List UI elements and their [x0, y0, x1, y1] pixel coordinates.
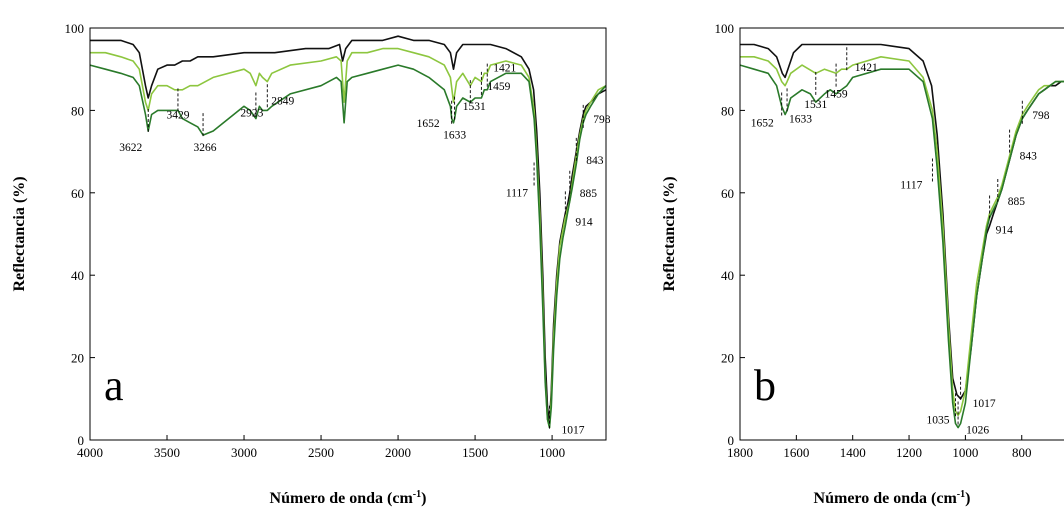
panel-b-annotation-label: 1633 — [789, 113, 812, 125]
panel-a-x-tick-label: 1000 — [539, 445, 565, 460]
panel-a-x-tick-label: 3500 — [154, 445, 180, 460]
panel-a-annotation-label: 1633 — [443, 130, 466, 142]
panel-b-annotation-label: 1117 — [900, 179, 922, 191]
panel-a-letter: a — [104, 361, 124, 410]
panel-a-annotation-label: 2849 — [271, 95, 294, 107]
panel-b-y-axis-title: Reflectancia (%) — [661, 176, 678, 291]
panel-b-annotation-label: 1531 — [804, 99, 827, 111]
panel-a-annotation-label: 3429 — [166, 109, 189, 121]
panel-a-series-line-1 — [90, 35, 607, 425]
panel-a-annotation-label: 1017 — [561, 425, 584, 437]
panel-a-series-line-2 — [90, 47, 607, 429]
panel-a-annotation-label: 1459 — [487, 81, 510, 93]
panel-a-y-tick-label: 0 — [78, 433, 85, 448]
panel-a-plot-frame — [89, 27, 607, 441]
panel-b-x-tick-label: 1800 — [727, 445, 753, 460]
panel-b-annotation-label: 1652 — [751, 118, 774, 130]
panel-a-x-axis-title-sup: -1 — [413, 489, 421, 500]
panel-b-x-axis-title-main: Número de onda (cm — [814, 490, 958, 507]
panel-b-annotation-label: 914 — [996, 225, 1014, 237]
panel-a-x-axis-title-end: ) — [421, 490, 426, 507]
panel-a-y-tick-label: 80 — [71, 103, 84, 118]
panel-b-annotation-label: 1459 — [825, 89, 848, 101]
panel-a-series-group — [89, 35, 607, 429]
panel-b-x-tick-label: 1400 — [840, 445, 866, 460]
panel-a-annotation-label: 2923 — [240, 108, 263, 120]
panel-a-x-axis-title: Número de onda (cm-1) — [270, 489, 427, 507]
panel-b-annotation-label: 1035 — [927, 414, 950, 426]
panel-b-series-line-2 — [740, 56, 1064, 417]
panel-b-x-axis-title-end: ) — [965, 490, 970, 507]
panel-a-y-axis-title: Reflectancia (%) — [11, 176, 28, 291]
panel-b-y-tick-label: 0 — [728, 433, 735, 448]
panel-b-y-tick-label: 60 — [721, 186, 734, 201]
panel-b-annotation-label: 1017 — [973, 398, 996, 410]
panel-a-x-tick-label: 3000 — [231, 445, 257, 460]
panel-a-x-tick-label: 2500 — [308, 445, 334, 460]
panel-b-annotation-label: 1421 — [855, 62, 878, 74]
panel-a-y-tick-label: 100 — [65, 21, 85, 36]
panel-a-annotation-label: 885 — [580, 188, 598, 200]
panel-a-y-tick-label: 20 — [71, 351, 84, 366]
panel-a-annotation-label: 3266 — [194, 142, 217, 154]
panel-b-x-tick-label: 1200 — [896, 445, 922, 460]
panel-b-y-tick-label: 20 — [721, 351, 734, 366]
panel-b-x-tick-label: 1600 — [783, 445, 809, 460]
panel-b-y-tick-label: 100 — [715, 21, 735, 36]
panel-b-letter: b — [754, 361, 776, 410]
panel-a-ticks-group: 4000 3500 3000 2500 2000 1500 1000 0 20 40 60 80 100 — [65, 21, 566, 460]
panel-a-x-tick-label: 2000 — [385, 445, 411, 460]
panel-a-annotation-label: 843 — [586, 155, 604, 167]
panel-b-annotation-label: 798 — [1032, 110, 1050, 122]
panel-b-x-axis-title: Número de onda (cm-1) — [814, 489, 971, 507]
panel-b-annotation-label: 843 — [1020, 151, 1037, 163]
panel-a-y-tick-label: 40 — [71, 268, 84, 283]
panel-b-series-line-1 — [740, 43, 1064, 400]
panel-b-ticks-group: 1800 1600 1400 1200 1000 800 0 20 40 60 80 100 — [715, 21, 1032, 460]
panel-b-x-tick-label: 1000 — [952, 445, 978, 460]
panel-a-series-line-3 — [89, 64, 607, 429]
panel-b-annotation-label: 885 — [1008, 196, 1025, 208]
panel-a-x-tick-label: 1500 — [462, 445, 488, 460]
panel-a-annotation-label: 1117 — [506, 188, 528, 200]
panel-a-y-tick-label: 60 — [71, 186, 84, 201]
panel-b-y-tick-label: 80 — [721, 103, 734, 118]
panel-b-series-group — [740, 43, 1064, 429]
panel-b-y-tick-label: 40 — [721, 268, 734, 283]
panel-a-annotation-label: 3622 — [119, 142, 142, 154]
panel-a-annotation-label: 914 — [575, 216, 593, 228]
panel-a-x-tick-label: 4000 — [77, 445, 103, 460]
panel-a-annotation-label: 1652 — [417, 118, 440, 130]
panel-b-annotation-label: 1026 — [966, 425, 989, 437]
panel-a-annotation-label: 1421 — [493, 63, 516, 75]
panel-a-annotation-label: 1531 — [463, 101, 486, 113]
panel-a-x-axis-title-main: Número de onda (cm — [270, 490, 414, 507]
panel-b-x-tick-label: 800 — [1012, 445, 1032, 460]
panel-b-series-line-3 — [740, 64, 1064, 429]
panel-b-x-axis-title-sup: -1 — [957, 489, 965, 500]
panel-b-plot-frame — [739, 27, 1064, 441]
panel-a-annotation-label: 798 — [593, 114, 611, 126]
